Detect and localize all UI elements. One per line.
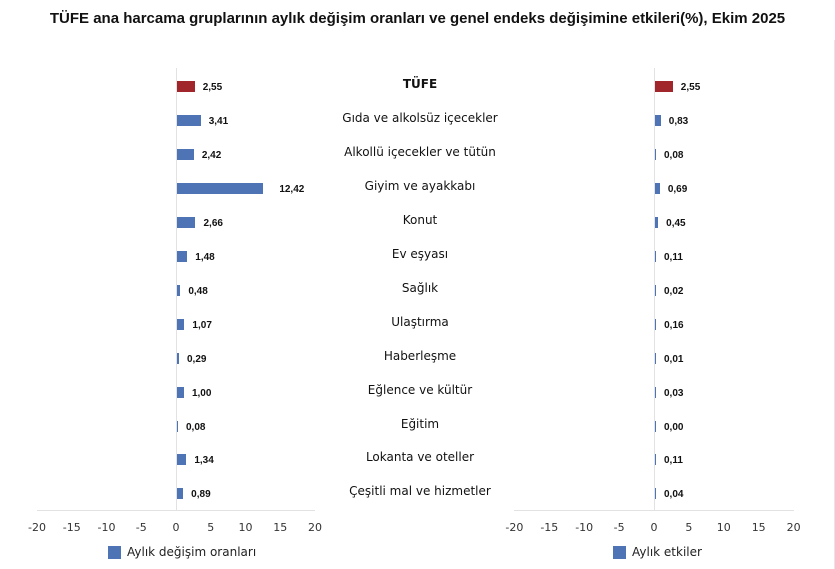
category-label: Lokanta ve oteller <box>365 450 475 465</box>
value-label: 1,48 <box>195 251 215 263</box>
value-label: 0,16 <box>664 319 684 331</box>
category-label: TÜFE <box>402 77 438 91</box>
value-label: 2,55 <box>680 82 701 93</box>
value-label: 2,42 <box>201 149 222 161</box>
value-label: 12,42 <box>279 183 305 195</box>
legend-label: Aylık etkiler <box>632 545 702 559</box>
x-tick-label: 0 <box>172 521 180 534</box>
bar <box>655 454 656 466</box>
category-label: Alkollü içecekler ve tütün <box>344 144 496 159</box>
bar <box>177 454 187 466</box>
bar <box>177 386 184 398</box>
bar <box>177 148 194 160</box>
x-axis-line <box>37 510 315 511</box>
category-label: Ev eşyası <box>391 246 449 261</box>
value-label: 2,55 <box>202 82 223 93</box>
value-label: 0,11 <box>664 455 683 467</box>
value-label: 0,08 <box>186 421 206 433</box>
x-tick-label: 15 <box>751 521 766 534</box>
bar <box>655 182 660 194</box>
bar <box>177 216 196 228</box>
category-label: Gıda ve alkolsüz içecekler <box>342 110 498 125</box>
zero-axis-line <box>176 68 177 510</box>
category-label: Çeşitli mal ve hizmetler <box>349 484 491 499</box>
category-label: Eğlence ve kültür <box>367 382 473 397</box>
legend: Aylık değişim oranları <box>108 545 256 559</box>
bar <box>177 81 195 92</box>
x-tick-label: 15 <box>273 521 288 534</box>
x-tick-label: 10 <box>238 521 253 534</box>
legend-swatch <box>613 545 626 559</box>
bar <box>177 284 181 296</box>
bar <box>655 386 656 398</box>
x-tick-label: 5 <box>685 521 693 534</box>
x-tick-label: 20 <box>786 521 801 534</box>
x-tick-label: -10 <box>97 521 116 534</box>
x-tick-label: -10 <box>575 521 594 534</box>
value-label: 1,00 <box>191 387 212 399</box>
value-label: 0,02 <box>664 285 684 297</box>
x-tick-label: 0 <box>650 521 658 534</box>
category-label: Konut <box>402 212 438 227</box>
bar <box>655 250 656 262</box>
x-tick-label: -15 <box>62 521 81 534</box>
x-tick-label: -20 <box>505 521 524 534</box>
value-label: 1,07 <box>192 319 212 331</box>
x-tick-label: 20 <box>308 521 322 534</box>
value-label: 3,41 <box>208 115 229 127</box>
category-label: Ulaştırma <box>391 314 449 329</box>
value-label: 0,03 <box>664 387 684 399</box>
bar <box>655 114 661 126</box>
value-label: 0,08 <box>664 149 684 161</box>
x-tick-label: -15 <box>540 521 559 534</box>
bar <box>655 284 656 296</box>
x-tick-label: -5 <box>613 521 625 534</box>
bar <box>655 81 673 92</box>
value-label: 0,00 <box>664 421 684 433</box>
value-label: 0,04 <box>664 489 684 501</box>
bar <box>177 114 201 126</box>
bar <box>177 488 184 500</box>
bar <box>655 216 659 228</box>
value-label: 0,11 <box>664 251 683 263</box>
bar <box>655 488 656 500</box>
bar <box>177 250 188 262</box>
bar <box>655 318 657 330</box>
bar <box>177 318 185 330</box>
bar <box>655 148 656 160</box>
value-label: 0,45 <box>666 217 686 229</box>
legend-label: Aylık değişim oranları <box>127 545 257 559</box>
x-axis-line <box>514 510 794 511</box>
x-tick-label: 5 <box>207 521 215 534</box>
value-label: 0,48 <box>188 285 208 297</box>
category-label: Giyim ve ayakkabı <box>364 178 476 193</box>
value-label: 1,34 <box>194 455 214 467</box>
category-label: Sağlık <box>401 280 439 295</box>
bar <box>655 352 656 364</box>
x-tick-label: -5 <box>135 521 147 534</box>
x-tick-label: -20 <box>28 521 46 534</box>
value-label: 2,66 <box>203 217 223 229</box>
value-label: 0,29 <box>187 353 207 365</box>
x-tick-label: 10 <box>716 521 731 534</box>
zero-axis-line <box>654 68 655 510</box>
bar <box>177 420 178 432</box>
value-label: 0,01 <box>664 353 684 365</box>
chart-title: TÜFE ana harcama gruplarının aylık değiş… <box>49 10 786 27</box>
bar <box>655 420 656 432</box>
value-label: 0,83 <box>668 115 689 127</box>
legend-swatch <box>108 545 121 559</box>
legend: Aylık etkiler <box>613 545 702 559</box>
value-label: 0,89 <box>191 489 211 501</box>
bar <box>177 182 264 194</box>
category-label: Haberleşme <box>383 348 457 363</box>
bar <box>177 352 179 364</box>
value-label: 0,69 <box>667 183 688 195</box>
category-label: Eğitim <box>400 416 440 431</box>
